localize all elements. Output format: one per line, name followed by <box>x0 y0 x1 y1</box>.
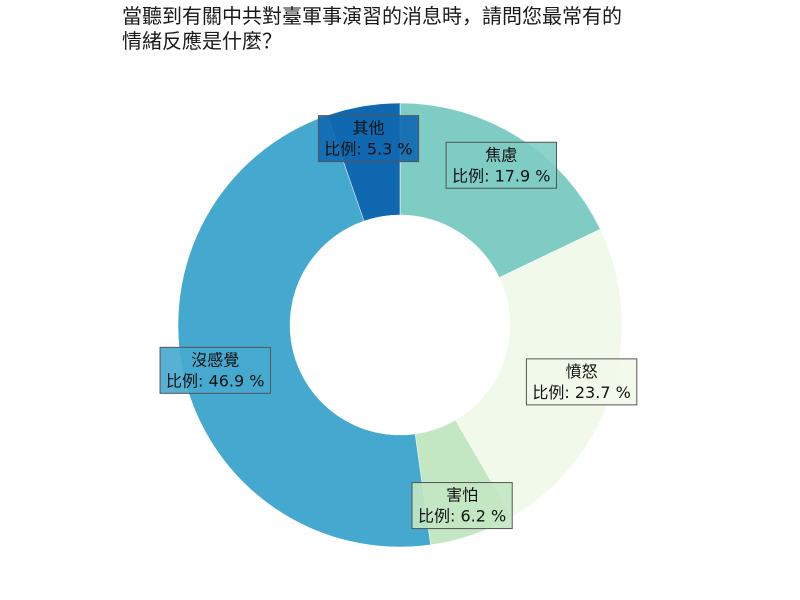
slice-value: 比例: 6.2 % <box>418 507 506 526</box>
slice-name: 焦慮 <box>485 145 517 164</box>
slice-value: 比例: 46.9 % <box>166 371 264 390</box>
slice-name: 沒感覺 <box>191 350 239 369</box>
slice-label-box <box>411 482 513 530</box>
slice-name: 憤怒 <box>566 362 598 381</box>
slice-label-box <box>317 115 420 163</box>
slice-label-box <box>445 141 558 189</box>
chart-title: 當聽到有關中共對臺軍事演習的消息時，請問您最常有的 情緒反應是什麼？ <box>122 4 722 54</box>
slice-name: 害怕 <box>446 486 478 505</box>
slice-name: 其他 <box>353 119 385 138</box>
slice-沒感覺 <box>177 114 431 548</box>
title-line-1: 當聽到有關中共對臺軍事演習的消息時，請問您最常有的 <box>122 4 622 28</box>
slice-value: 比例: 17.9 % <box>452 166 550 185</box>
slice-value: 比例: 5.3 % <box>324 140 412 159</box>
slice-value: 比例: 23.7 % <box>532 383 630 402</box>
slice-label-box <box>525 358 638 406</box>
slice-label-box <box>159 346 271 394</box>
title-line-2: 情緒反應是什麼？ <box>122 29 282 53</box>
